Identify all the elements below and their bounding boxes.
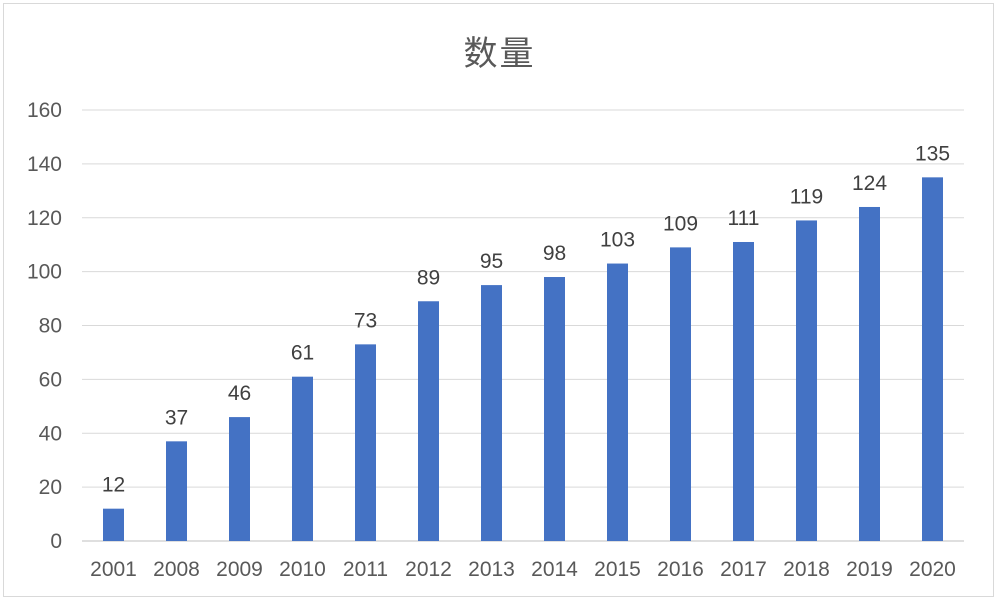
x-tick-label-2011: 2011 (343, 558, 388, 581)
bar-2010 (292, 376, 313, 541)
y-tick-label: 140 (27, 153, 62, 176)
y-tick-label: 60 (39, 368, 62, 391)
bar-2001 (103, 508, 124, 541)
data-label-2018: 119 (790, 185, 823, 208)
x-tick-label-2020: 2020 (909, 558, 956, 581)
x-tick-label-2018: 2018 (783, 558, 830, 581)
data-label-2001: 12 (102, 474, 125, 497)
y-tick-label: 160 (27, 99, 62, 122)
x-tick-label-2012: 2012 (405, 558, 452, 581)
x-tick-label-2010: 2010 (279, 558, 326, 581)
data-label-2020: 135 (915, 142, 950, 165)
gridlines (82, 109, 964, 542)
bar-2019 (859, 206, 880, 541)
bar-2011 (355, 344, 376, 541)
data-label-2010: 61 (291, 342, 314, 365)
data-label-2013: 95 (480, 250, 503, 273)
data-label-2009: 46 (228, 382, 251, 405)
y-tick-label: 100 (27, 261, 62, 284)
x-tick-label-2016: 2016 (657, 558, 704, 581)
x-tick-label-2009: 2009 (216, 558, 263, 581)
data-label-2012: 89 (417, 266, 440, 289)
data-label-2015: 103 (600, 229, 635, 252)
data-label-2008: 37 (165, 406, 188, 429)
data-label-2017: 111 (728, 207, 760, 230)
data-labels: 12 37 46 61 73 89 95 98 103 109 111 119 124 135 (102, 142, 950, 496)
bar-2017 (733, 241, 754, 541)
data-label-2011: 73 (354, 309, 377, 332)
bar-2009 (229, 417, 250, 541)
y-tick-label: 0 (50, 530, 62, 553)
chart-title: 数量 (463, 34, 536, 74)
x-axis: 2001 2008 2009 2010 2011 2012 2013 2014 2015 2016… (90, 558, 956, 581)
x-tick-label-2008: 2008 (153, 558, 200, 581)
x-tick-label-2019: 2019 (846, 558, 893, 581)
x-tick-label-2015: 2015 (594, 558, 641, 581)
x-tick-label-2017: 2017 (720, 558, 767, 581)
y-tick-label: 80 (39, 315, 62, 338)
x-tick-label-2001: 2001 (90, 558, 137, 581)
bar-2008 (166, 441, 187, 541)
y-tick-label: 120 (27, 207, 62, 230)
data-label-2016: 109 (663, 212, 698, 235)
bar-2012 (418, 301, 439, 541)
bar-2020 (922, 177, 943, 541)
x-tick-label-2014: 2014 (531, 558, 578, 581)
bar-2014 (544, 277, 565, 541)
bar-2016 (670, 247, 691, 541)
y-tick-label: 20 (39, 476, 62, 499)
y-tick-label: 40 (39, 422, 62, 445)
x-tick-label-2013: 2013 (468, 558, 515, 581)
bar-2013 (481, 285, 502, 541)
data-label-2019: 124 (852, 172, 887, 195)
bar-2015 (607, 263, 628, 541)
bar-2018 (796, 220, 817, 541)
bars (103, 177, 943, 541)
y-axis: 0 20 40 60 80 100 120 140 160 (27, 99, 62, 553)
data-label-2014: 98 (543, 242, 566, 265)
